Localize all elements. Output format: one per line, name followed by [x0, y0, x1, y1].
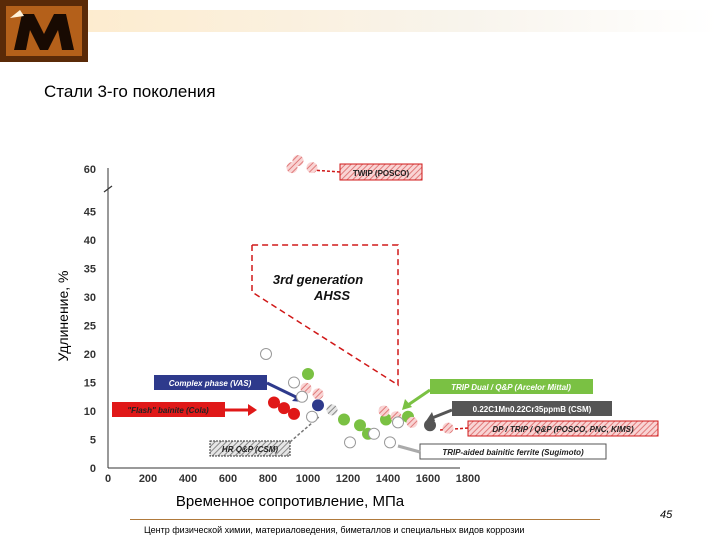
data-points	[260, 155, 454, 449]
x-tick-label: 800	[259, 473, 277, 485]
x-tick-label: 1600	[416, 473, 440, 485]
y-axis-label: Удлинение, %	[55, 270, 71, 361]
callout-csm: 0.22C1Mn0.22Cr35ppmB (CSM)	[426, 401, 612, 421]
data-point-series-5	[424, 419, 436, 432]
callout-twip-label: TWIP (POSCO)	[353, 169, 410, 178]
x-tick-labels: 0 200 400 600 800 1000 1200 1400 1600 1800	[105, 473, 480, 485]
header-band	[88, 10, 718, 32]
x-tick-label: 1800	[456, 473, 480, 485]
callout-hr-qp: HR Q&P (CSM)	[209, 415, 321, 457]
y-tick-label: 10	[84, 406, 96, 418]
x-tick-label: 1000	[296, 473, 320, 485]
data-point-series-7	[260, 348, 272, 360]
page-number: 45	[660, 509, 673, 521]
x-tick-label: 600	[219, 473, 237, 485]
data-point-series-2	[278, 402, 290, 415]
data-point-series-4	[354, 419, 366, 432]
callout-trip-dual: TRIP Dual / Q&P (Arcelor Mittal)	[402, 379, 593, 410]
callout-hr-qp-label: HR Q&P (CSM)	[222, 445, 278, 454]
y-tick-label: 5	[90, 435, 96, 447]
footer-divider	[130, 519, 600, 520]
data-point-series-6	[312, 388, 324, 400]
data-point-series-4	[302, 367, 314, 380]
data-point-series-1	[312, 399, 324, 412]
data-point-series-4	[338, 413, 350, 426]
callout-complex-phase-label: Complex phase (VAS)	[169, 379, 252, 388]
y-tick-label: 45	[84, 207, 96, 219]
data-point-series-7	[296, 390, 308, 403]
y-tick-label: 20	[84, 349, 96, 361]
callout-flash-bainite: "Flash" bainite (Cola)	[112, 402, 257, 417]
y-tick-label: 15	[84, 378, 96, 390]
callout-flash-bainite-label: "Flash" bainite (Cola)	[127, 406, 209, 415]
data-point-series-7	[392, 416, 404, 429]
callout-csm-label: 0.22C1Mn0.22Cr35ppmB (CSM)	[473, 405, 592, 414]
callout-twip: TWIP (POSCO)	[311, 163, 423, 181]
data-point-series-7	[306, 410, 318, 423]
y-tick-label: 25	[84, 321, 96, 333]
y-tick-label: 30	[84, 292, 96, 304]
callout-dp-trip-qp: DP / TRIP / Q&P (POSCO, PNC, KIMS)	[439, 420, 659, 437]
data-point-series-2	[268, 396, 280, 409]
ahss-region	[251, 244, 399, 387]
y-tick-label: 60	[84, 164, 96, 176]
data-point-series-7	[384, 436, 396, 449]
data-point-series-6	[378, 405, 390, 417]
callout-trip-aided: TRIP-aided bainitic ferrite (Sugimoto)	[397, 443, 607, 460]
data-point-series-7	[368, 427, 380, 440]
x-tick-label: 400	[179, 473, 197, 485]
data-point-series-7	[344, 436, 356, 449]
data-point-series-6	[406, 416, 418, 428]
slide-title: Стали 3-го поколения	[44, 82, 216, 101]
x-tick-label: 1200	[336, 473, 360, 485]
data-point-series-7	[288, 376, 300, 389]
data-point-series-2	[288, 407, 300, 420]
callout-dp-trip-qp-label: DP / TRIP / Q&P (POSCO, PNC, KIMS)	[492, 425, 634, 434]
region-label-line2: AHSS	[313, 288, 350, 303]
x-axis-label: Временное сопротивление, МПа	[176, 493, 405, 510]
callout-trip-aided-label: TRIP-aided bainitic ferrite (Sugimoto)	[442, 448, 584, 457]
data-point-series-0	[306, 162, 318, 174]
callout-complex-phase: Complex phase (VAS)	[154, 375, 303, 402]
data-point-series-3	[326, 404, 338, 416]
x-tick-label: 0	[105, 473, 111, 485]
y-tick-label: 40	[84, 235, 96, 247]
region-label-line1: 3rd generation	[273, 272, 363, 287]
data-point-series-0	[286, 162, 298, 174]
y-tick-label: 35	[84, 264, 96, 276]
x-tick-label: 1400	[376, 473, 400, 485]
y-tick-label: 0	[90, 463, 96, 475]
x-tick-label: 200	[139, 473, 157, 485]
logo	[0, 0, 88, 62]
footer-text: Центр физической химии, материаловедения…	[144, 525, 525, 535]
data-point-series-6	[442, 422, 454, 434]
y-axis-break-mark	[103, 185, 113, 193]
y-tick-labels: 0 5 10 15 20 25 30 35 40 45 60	[84, 164, 96, 475]
callout-trip-dual-label: TRIP Dual / Q&P (Arcelor Mittal)	[451, 383, 571, 392]
